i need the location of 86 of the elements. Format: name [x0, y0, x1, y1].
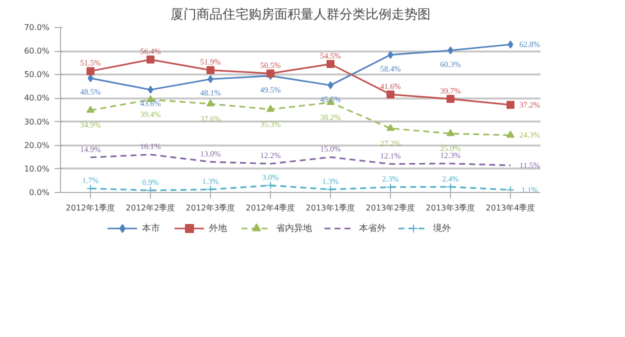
- data-label: 2.4%: [442, 174, 460, 184]
- data-label: 48.1%: [200, 88, 222, 98]
- data-label: 48.5%: [80, 88, 102, 97]
- data-label: 60.3%: [440, 60, 462, 69]
- point: [206, 99, 214, 106]
- data-label: 11.5%: [520, 160, 540, 170]
- data-label: 0.9%: [142, 178, 160, 187]
- legend-label: 本市: [142, 222, 161, 234]
- data-label: 45.5%: [320, 94, 342, 104]
- data-label: 2.3%: [382, 174, 400, 184]
- y-tick-label: 70.0%: [24, 23, 50, 32]
- data-label: 1.3%: [322, 176, 340, 186]
- data-label: 13.0%: [200, 149, 222, 158]
- point: [146, 56, 154, 64]
- data-label: 15.0%: [320, 144, 342, 154]
- data-label: 27.2%: [380, 138, 402, 148]
- legend-label: 本省外: [359, 222, 386, 234]
- data-label: 51.5%: [80, 58, 102, 68]
- data-label: 56.4%: [140, 47, 162, 56]
- data-label: 39.7%: [440, 86, 462, 96]
- data-label: 51.9%: [200, 58, 222, 67]
- data-label: 39.4%: [140, 110, 162, 120]
- y-tick-label: 0.0%: [29, 188, 50, 197]
- point: [206, 66, 214, 74]
- x-tick-label: 2013年4季度: [486, 204, 536, 212]
- point: [386, 183, 394, 192]
- point: [86, 67, 94, 76]
- data-label: 34.9%: [80, 120, 102, 130]
- y-tick-label: 50.0%: [24, 70, 50, 80]
- data-label: 58.4%: [380, 64, 402, 74]
- point: [266, 69, 274, 78]
- point: [148, 86, 154, 94]
- data-label: 49.5%: [260, 85, 282, 94]
- point: [506, 100, 514, 109]
- point: [88, 74, 94, 82]
- legend-label: 境外: [433, 222, 452, 234]
- point: [328, 81, 334, 90]
- y-tick-label: 20.0%: [24, 140, 50, 150]
- data-label: 12.3%: [440, 151, 462, 160]
- point: [506, 130, 514, 138]
- x-tick-label: 2013年1季度: [306, 204, 356, 212]
- point: [208, 75, 214, 84]
- data-label: 24.3%: [519, 130, 540, 140]
- data-label: 38.2%: [320, 112, 342, 122]
- point: [508, 40, 514, 48]
- x-tick-label: 2012年2季度: [126, 204, 176, 212]
- y-tick-label: 10.0%: [24, 164, 50, 174]
- chart-title: 厦门商品住宅购房面积量人群分类比例走势图: [170, 6, 430, 22]
- point: [386, 124, 394, 131]
- data-label: 62.8%: [519, 40, 540, 49]
- x-tick-label: 2012年3季度: [186, 204, 236, 212]
- x-tick-label: 2012年1季度: [66, 204, 116, 212]
- data-label: 43.6%: [140, 99, 162, 108]
- point: [446, 129, 454, 136]
- data-label: 50.5%: [260, 60, 282, 70]
- point: [446, 94, 454, 103]
- point: [386, 90, 394, 98]
- point: [388, 50, 394, 59]
- point: [86, 106, 94, 113]
- data-label: 1.3%: [202, 176, 220, 186]
- data-label: 1.1%: [521, 185, 538, 194]
- y-tick-label: 40.0%: [24, 94, 50, 103]
- data-label: 3.0%: [262, 172, 280, 182]
- legend-label: 外地: [209, 222, 228, 234]
- y-tick-label: 30.0%: [24, 117, 50, 126]
- data-label: 37.2%: [519, 100, 540, 110]
- point: [326, 60, 334, 68]
- x-tick-label: 2013年3季度: [426, 204, 476, 212]
- legend-label: 省内异地: [276, 222, 312, 234]
- data-label: 16.1%: [140, 142, 162, 152]
- data-label: 12.1%: [380, 151, 402, 160]
- data-label: 12.2%: [260, 151, 282, 160]
- data-label: 14.9%: [80, 144, 102, 154]
- y-tick-label: 60.0%: [24, 46, 50, 56]
- x-tick-label: 2012年4季度: [246, 204, 296, 212]
- data-label: 25.0%: [440, 144, 462, 154]
- data-label: 54.5%: [320, 52, 342, 61]
- point: [266, 181, 274, 190]
- point: [448, 46, 454, 54]
- data-label: 35.3%: [260, 120, 282, 129]
- point: [266, 104, 274, 112]
- data-label: 41.6%: [380, 82, 402, 91]
- x-tick-label: 2013年2季度: [366, 204, 416, 212]
- point: [446, 182, 454, 191]
- data-label: 1.7%: [82, 176, 100, 185]
- data-label: 37.6%: [200, 114, 222, 124]
